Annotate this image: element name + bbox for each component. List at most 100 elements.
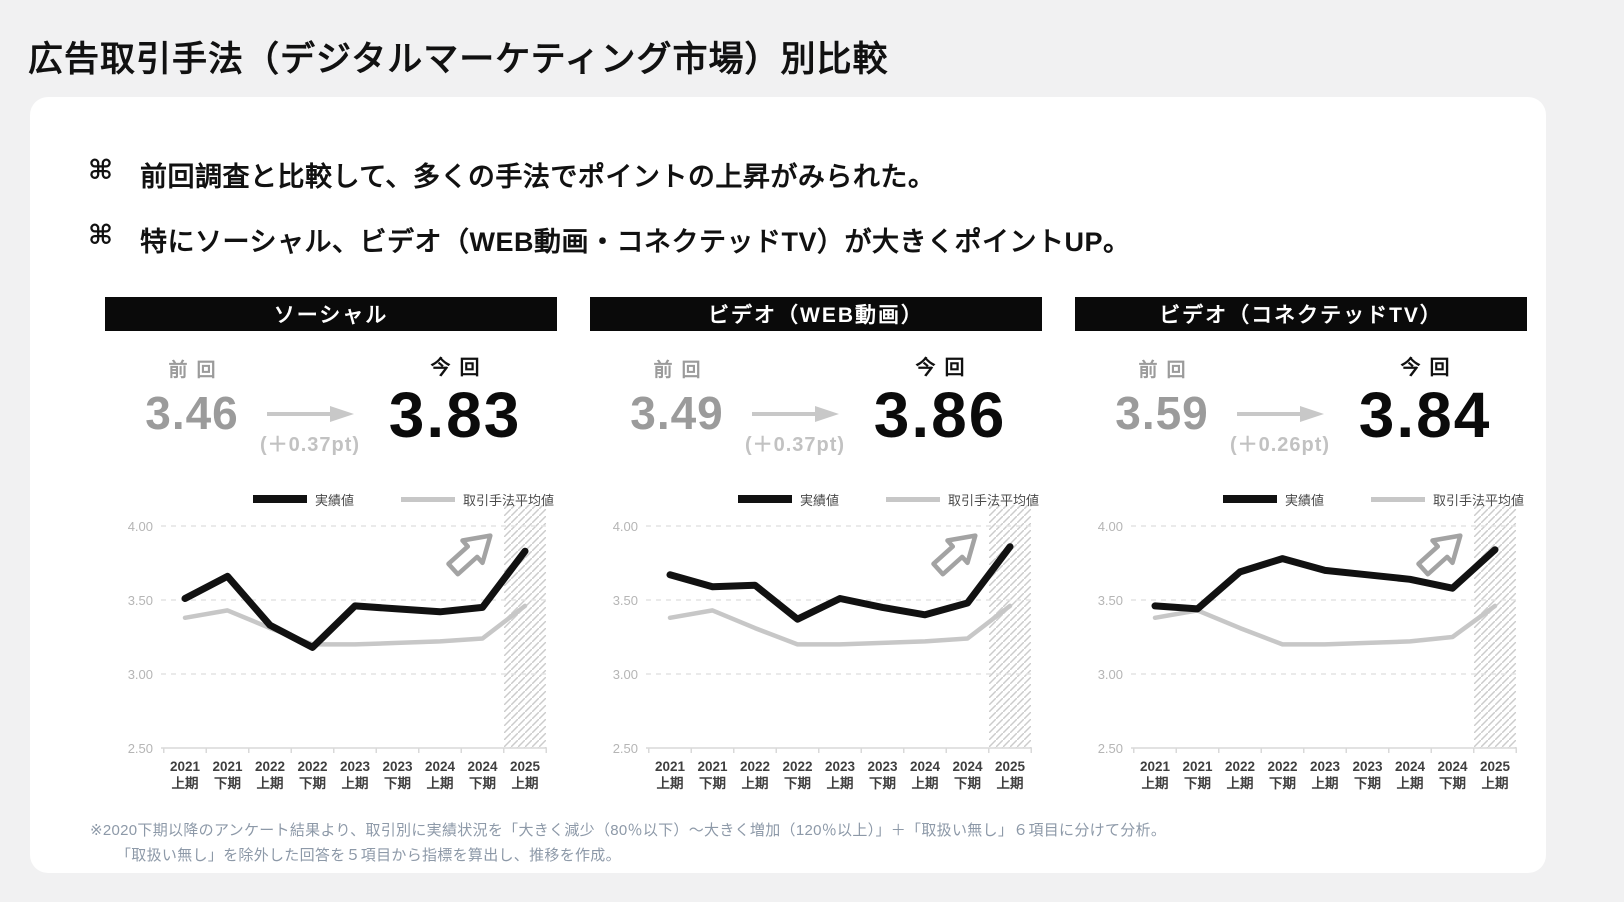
- change-block: (＋0.37pt): [742, 405, 848, 457]
- actual-series-line: [181, 547, 529, 651]
- previous-value: 3.46: [145, 387, 239, 439]
- current-score-block: 今回 3.86: [852, 351, 1028, 449]
- page-title: 広告取引手法（デジタルマーケティング市場）別比較: [28, 40, 889, 80]
- forecast-hatch: [989, 505, 1031, 748]
- x-tick-label: 2022 上期: [1225, 759, 1255, 791]
- panel-title: ビデオ（WEB動画）: [708, 304, 924, 327]
- x-tick-label: 2021 上期: [655, 759, 686, 791]
- x-tick-label: 2025 上期: [995, 759, 1026, 791]
- panel-title-bar: ビデオ（WEB動画）: [590, 297, 1042, 331]
- x-tick-label: 2022 上期: [255, 759, 285, 791]
- x-tick-label: 2023 上期: [825, 759, 856, 791]
- chart-legend: 実績値 取引手法平均値: [253, 493, 554, 508]
- x-tick-label: 2022 下期: [297, 759, 327, 791]
- previous-label: 前回: [168, 360, 225, 381]
- trend-chart: 4.00 3.50 3.00 2.50 実績値 取引手法平均値 2021 上期 2021 下…: [128, 493, 554, 791]
- trend-chart: 4.00 3.50 3.00 2.50 実績値 取引手法平均値 2021 上期 2021 下…: [613, 493, 1039, 791]
- x-tick-label: 2024 下期: [1437, 759, 1468, 791]
- x-tick-label: 2021 上期: [1140, 759, 1171, 791]
- up-trend-arrow-icon: [931, 533, 978, 577]
- legend-label: 取引手法平均値: [463, 493, 554, 508]
- previous-label: 前回: [1138, 360, 1195, 381]
- current-value: 3.86: [873, 379, 1007, 451]
- footnote: ※2020下期以降のアンケート結果より、取引別に実績状況を「大きく減少（80％以…: [90, 819, 1166, 869]
- actual-series-line: [1151, 546, 1499, 613]
- key-findings: ⌘ 前回調査と比較して、多くの手法でポイントの上昇がみられた。 ⌘ 特にソーシャ…: [88, 155, 1130, 285]
- legend-label: 実績値: [800, 493, 839, 508]
- change-block: (＋0.26pt): [1227, 405, 1333, 457]
- x-tick-label: 2022 下期: [1267, 759, 1297, 791]
- previous-score-block: 前回 3.46: [111, 355, 273, 440]
- y-tick-label: 4.00: [128, 519, 153, 534]
- up-trend-arrow-icon: [1416, 533, 1463, 577]
- x-tick-label: 2021 下期: [1182, 759, 1213, 791]
- x-tick-label: 2024 上期: [910, 759, 941, 791]
- bullet-item: ⌘ 特にソーシャル、ビデオ（WEB動画・コネクテッドTV）が大きくポイントUP。: [88, 220, 1130, 259]
- chart-legend: 実績値 取引手法平均値: [738, 493, 1039, 508]
- y-tick-label: 3.50: [128, 593, 153, 608]
- bullet-item: ⌘ 前回調査と比較して、多くの手法でポイントの上昇がみられた。: [88, 155, 1130, 194]
- y-tick-label: 2.50: [128, 741, 153, 756]
- score-comparison: 前回 3.59 (＋0.26pt) 今回 3.84: [1075, 331, 1527, 481]
- current-label: 今回: [1400, 357, 1459, 379]
- y-tick-label: 2.50: [1098, 741, 1123, 756]
- current-label: 今回: [915, 357, 974, 379]
- footnote-line: ※2020下期以降のアンケート結果より、取引別に実績状況を「大きく減少（80％以…: [90, 822, 1167, 839]
- x-tick-label: 2024 上期: [1395, 759, 1426, 791]
- y-tick-label: 3.00: [1098, 667, 1123, 682]
- current-value: 3.83: [388, 379, 522, 451]
- x-tick-label: 2021 下期: [697, 759, 728, 791]
- average-series-line: [182, 603, 528, 647]
- previous-value: 3.49: [630, 387, 724, 439]
- forecast-hatch: [504, 505, 546, 748]
- bullet-text: 特にソーシャル、ビデオ（WEB動画・コネクテッドTV）が大きくポイントUP。: [140, 227, 1131, 257]
- x-tick-label: 2023 下期: [1352, 759, 1383, 791]
- y-tick-label: 3.50: [613, 593, 638, 608]
- x-tick-label: 2025 上期: [1480, 759, 1511, 791]
- panel-title-bar: ソーシャル: [105, 297, 557, 331]
- previous-label: 前回: [653, 360, 710, 381]
- y-tick-label: 3.00: [128, 667, 153, 682]
- arrow-right-icon: [1237, 406, 1324, 422]
- bullet-text: 前回調査と比較して、多くの手法でポイントの上昇がみられた。: [140, 162, 936, 192]
- y-tick-label: 4.00: [1098, 519, 1123, 534]
- x-tick-label: 2021 下期: [212, 759, 243, 791]
- legend-label: 取引手法平均値: [948, 493, 1039, 508]
- average-series-line: [667, 603, 1013, 647]
- chart-legend: 実績値 取引手法平均値: [1223, 493, 1524, 508]
- y-tick-label: 3.50: [1098, 593, 1123, 608]
- panel-title: ソーシャル: [273, 304, 389, 327]
- content-card: ⌘ 前回調査と比較して、多くの手法でポイントの上昇がみられた。 ⌘ 特にソーシャ…: [30, 97, 1546, 873]
- x-tick-label: 2024 上期: [425, 759, 456, 791]
- x-tick-label: 2022 下期: [782, 759, 812, 791]
- command-icon: ⌘: [88, 155, 114, 185]
- legend-label: 取引手法平均値: [1433, 493, 1524, 508]
- trend-chart: 4.00 3.50 3.00 2.50 実績値 取引手法平均値 2021 上期 2021 下…: [1098, 493, 1524, 791]
- comparison-panels: ソーシャル 前回 3.46 (＋0.37pt) 今回 3.83: [75, 297, 1527, 799]
- score-comparison: 前回 3.49 (＋0.37pt) 今回 3.86: [590, 331, 1042, 481]
- command-icon: ⌘: [88, 220, 114, 250]
- x-tick-label: 2024 下期: [952, 759, 983, 791]
- panel-title: ビデオ（コネクテッドTV）: [1159, 304, 1443, 327]
- panel-video-connected-tv: ビデオ（コネクテッドTV） 前回 3.59 (＋0.26pt) 今回 3.84: [1075, 297, 1527, 799]
- x-tick-label: 2024 下期: [467, 759, 498, 791]
- current-value: 3.84: [1358, 379, 1492, 451]
- x-tick-label: 2021 上期: [170, 759, 201, 791]
- delta-value: (＋0.37pt): [259, 434, 361, 456]
- footnote-line: 「取扱い無し」を除外した回答を５項目から指標を算出し、推移を作成。: [116, 846, 621, 864]
- current-score-block: 今回 3.83: [367, 351, 543, 449]
- x-tick-label: 2025 上期: [510, 759, 541, 791]
- current-score-block: 今回 3.84: [1337, 351, 1513, 449]
- x-tick-label: 2023 上期: [340, 759, 371, 791]
- arrow-right-icon: [752, 406, 839, 422]
- score-comparison: 前回 3.46 (＋0.37pt) 今回 3.83: [105, 331, 557, 481]
- arrow-right-icon: [267, 406, 354, 422]
- x-tick-label: 2022 上期: [740, 759, 770, 791]
- previous-value: 3.59: [1115, 387, 1209, 439]
- trend-chart-video-web: 4.00 3.50 3.00 2.50 実績値 取引手法平均値 2021 上期 2021 下…: [590, 481, 1042, 799]
- y-tick-label: 4.00: [613, 519, 638, 534]
- previous-score-block: 前回 3.49: [596, 355, 758, 440]
- delta-value: (＋0.26pt): [1229, 434, 1331, 456]
- x-tick-label: 2023 下期: [867, 759, 898, 791]
- y-tick-label: 3.00: [613, 667, 638, 682]
